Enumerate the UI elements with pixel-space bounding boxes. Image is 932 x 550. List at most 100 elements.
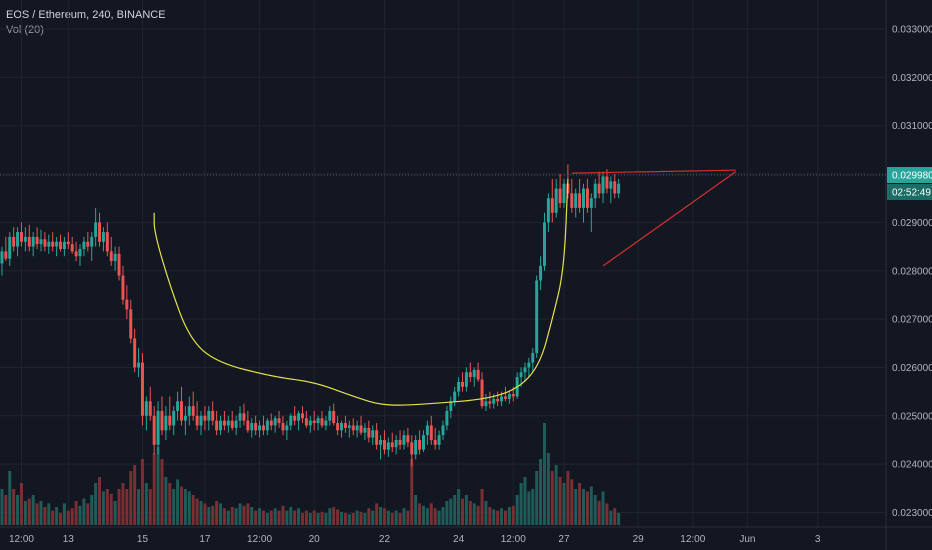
candle-body: [535, 280, 539, 353]
volume-bar: [312, 510, 316, 525]
volume-bar: [152, 453, 156, 525]
volume-bar: [16, 495, 20, 525]
candle-body: [582, 188, 585, 208]
volume-bar: [90, 495, 94, 525]
volume-bar: [164, 477, 168, 525]
volume-bar: [461, 498, 464, 525]
time-tick-label: 12:00: [9, 534, 34, 545]
price-tick-label: 0.025000: [892, 411, 932, 422]
volume-bar: [211, 505, 215, 525]
volume-bar: [269, 510, 273, 525]
volume-bar: [183, 489, 187, 525]
candle-body: [86, 241, 90, 247]
candle-body: [539, 265, 543, 281]
volume-bar: [418, 503, 422, 525]
volume-bar: [546, 453, 550, 525]
volume-bar: [156, 447, 160, 525]
volume-bar: [363, 513, 367, 525]
volume-bar: [429, 503, 433, 525]
candle-body: [464, 372, 468, 387]
candle-body: [269, 420, 273, 426]
candle-body: [468, 372, 472, 378]
volume-bar: [207, 507, 211, 525]
volume-bar: [187, 491, 191, 525]
volume-indicator-label[interactable]: Vol (20): [6, 24, 44, 36]
volume-bar: [566, 471, 570, 525]
candle-body: [211, 410, 215, 421]
volume-bar: [215, 501, 219, 525]
candle-body: [496, 398, 500, 402]
candle-body: [180, 401, 183, 421]
candle-body: [316, 418, 320, 424]
candle-body: [336, 423, 340, 431]
countdown-tag: [887, 184, 932, 201]
volume-bar: [301, 513, 304, 525]
volume-bar: [12, 489, 16, 525]
volume-bar: [464, 495, 468, 525]
candle-body: [422, 435, 425, 450]
candle-body: [277, 418, 281, 424]
volume-bar: [390, 513, 394, 525]
volume-bar: [422, 505, 425, 525]
volume-bars: [0, 423, 621, 525]
candle-body: [554, 188, 558, 213]
candle-body: [133, 338, 137, 368]
volume-bar: [55, 507, 59, 525]
volume-bar: [328, 508, 332, 525]
volume-bar: [66, 510, 70, 525]
volume-bar: [285, 510, 289, 525]
time-axis[interactable]: 12:00 13 15 17 12:00 20 22 24 12:00 27 29 12:00 Jun 3: [9, 534, 821, 545]
symbol-title[interactable]: EOS / Ethereum, 240, BINANCE: [6, 9, 166, 21]
volume-bar: [601, 491, 605, 525]
candle-body: [31, 236, 35, 247]
volume-bar: [343, 513, 347, 525]
candle-body: [289, 415, 293, 426]
volume-bar: [347, 514, 351, 525]
volume-bar: [336, 509, 340, 525]
volume-bar: [531, 489, 535, 525]
price-tick-label: 0.032000: [892, 73, 932, 84]
volume-bar: [554, 465, 558, 525]
candle-body: [523, 367, 527, 373]
candle-body: [542, 222, 546, 266]
volume-bar: [0, 489, 4, 525]
candle-body: [113, 253, 117, 262]
candle-body: [164, 415, 168, 431]
volume-bar: [191, 495, 195, 525]
candle-body: [593, 183, 597, 199]
price-axis[interactable]: 0.0330000.0320000.0310000.0300000.029000…: [892, 25, 932, 519]
volume-bar: [308, 513, 312, 525]
candle-body: [355, 425, 359, 431]
candle-body: [94, 222, 98, 237]
candle-body: [394, 439, 398, 448]
volume-bar: [386, 510, 390, 525]
last-price-tag: [887, 167, 932, 184]
time-tick-label: 22: [379, 534, 391, 545]
price-tick-label: 0.031000: [892, 121, 932, 132]
candle-body: [78, 248, 82, 257]
volume-bar: [578, 483, 582, 525]
candle-body: [219, 420, 223, 431]
candle-body: [183, 415, 187, 421]
volume-bar: [605, 503, 609, 525]
candle-body: [176, 401, 180, 411]
candle-body: [375, 430, 379, 445]
candle-body: [156, 410, 160, 445]
volume-bar: [289, 507, 293, 525]
candle-body: [261, 425, 265, 431]
candle-body: [121, 275, 125, 300]
candle-body: [312, 420, 316, 424]
candle-body: [429, 425, 433, 440]
candle-body: [328, 410, 332, 421]
candle-body: [16, 232, 20, 247]
candle-body: [109, 251, 113, 262]
volume-bar: [488, 507, 492, 525]
candle-body: [203, 415, 207, 421]
candle-body: [254, 423, 258, 431]
volume-bar: [519, 483, 523, 525]
volume-bar: [234, 508, 238, 525]
candle-body: [589, 198, 593, 208]
candle-body: [265, 420, 269, 431]
volume-bar: [515, 495, 519, 525]
